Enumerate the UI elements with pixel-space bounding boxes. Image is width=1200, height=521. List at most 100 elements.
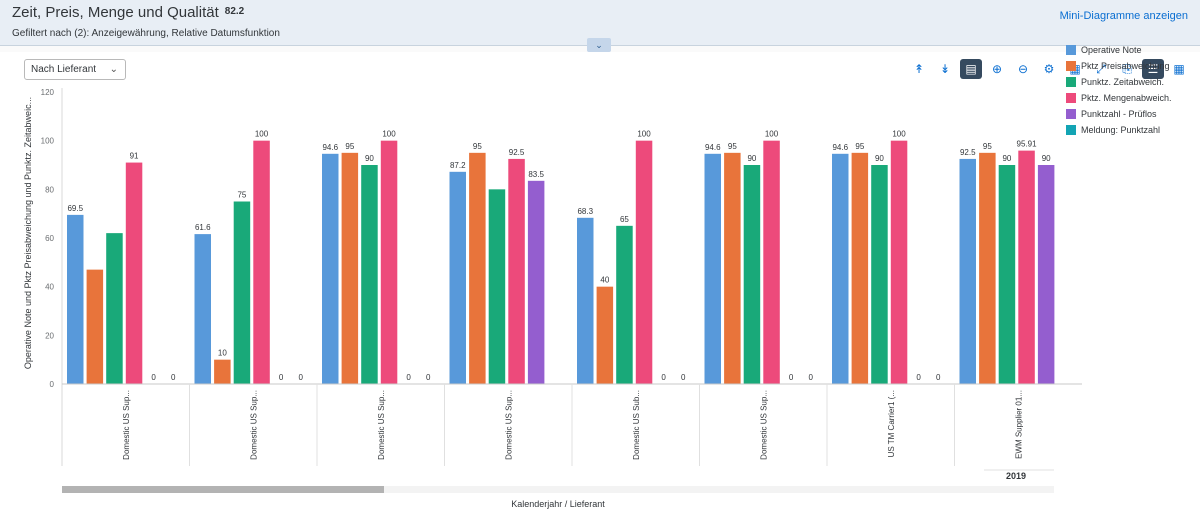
y-tick-label: 0 bbox=[50, 380, 55, 389]
horizontal-scrollbar-track[interactable] bbox=[62, 486, 1054, 493]
legend-swatch bbox=[1066, 77, 1076, 87]
bar[interactable] bbox=[1018, 150, 1035, 384]
table-view-icon[interactable]: ▦ bbox=[1173, 62, 1185, 76]
card-title: Zeit, Preis, Menge und Qualität 82.2 bbox=[12, 4, 244, 21]
data-label: 94.6 bbox=[705, 143, 721, 152]
y-tick-label: 80 bbox=[45, 185, 54, 194]
bar[interactable] bbox=[322, 153, 339, 384]
card-header: Zeit, Preis, Menge und Qualität 82.2 Gefi… bbox=[0, 0, 1200, 52]
chevron-down-icon: ⌄ bbox=[109, 64, 118, 75]
data-label: 95 bbox=[345, 142, 354, 151]
data-label: 90 bbox=[875, 154, 884, 163]
chart-view-icon[interactable]: ☰ bbox=[1142, 59, 1164, 79]
bar[interactable] bbox=[724, 152, 741, 384]
bar[interactable] bbox=[67, 214, 84, 384]
data-label: 100 bbox=[255, 130, 269, 139]
bar[interactable] bbox=[851, 152, 869, 384]
data-label: 95 bbox=[728, 142, 737, 151]
collapse-all-icon[interactable]: ↡ bbox=[939, 62, 951, 76]
view-select-value: Nach Lieferant bbox=[31, 64, 97, 75]
data-label: 0 bbox=[279, 373, 284, 382]
bar[interactable] bbox=[233, 201, 251, 385]
x-tick-label: EWM Supplier 01... bbox=[1014, 390, 1023, 459]
expand-all-icon[interactable]: ↟ bbox=[913, 62, 925, 76]
x-tick-label: US TM Carrier1 (... bbox=[887, 390, 896, 457]
data-label: 0 bbox=[151, 373, 156, 382]
zoom-in-icon[interactable]: ⊕ bbox=[991, 62, 1003, 76]
bar[interactable] bbox=[214, 359, 231, 384]
details-icon[interactable]: ▤ bbox=[960, 59, 982, 79]
zoom-out-icon[interactable]: ⊖ bbox=[1017, 62, 1029, 76]
fullscreen-icon[interactable]: ⤢ bbox=[1096, 61, 1106, 76]
bar[interactable] bbox=[125, 162, 143, 384]
bar[interactable] bbox=[616, 225, 633, 384]
bar[interactable] bbox=[577, 217, 594, 384]
bar[interactable] bbox=[341, 152, 359, 384]
legend-item[interactable]: Pktz Preisabweichung bbox=[1066, 58, 1172, 74]
bar[interactable] bbox=[596, 286, 614, 384]
bar[interactable] bbox=[979, 152, 996, 384]
bar[interactable] bbox=[86, 269, 104, 384]
data-label: 0 bbox=[426, 373, 431, 382]
bar[interactable] bbox=[361, 165, 378, 384]
legend-swatch bbox=[1066, 45, 1076, 55]
y-tick-label: 60 bbox=[45, 234, 54, 243]
export-icon[interactable]: ⎘ bbox=[1122, 61, 1132, 76]
data-label: 68.3 bbox=[577, 207, 593, 216]
bars: 69.5 91 0 0 61.6 10 75 100 0 0 94.6 95 90 100 0 0 87.2 95… bbox=[67, 130, 1055, 385]
chevron-down-icon: ⌄ bbox=[595, 39, 603, 50]
bar[interactable] bbox=[959, 158, 977, 384]
bar[interactable] bbox=[194, 234, 212, 384]
legend-item[interactable]: Pktz. Mengenabweich. bbox=[1066, 90, 1172, 106]
data-label: 61.6 bbox=[195, 223, 211, 232]
bar[interactable] bbox=[635, 140, 653, 384]
legend-label: Pktz. Mengenabweich. bbox=[1081, 93, 1172, 103]
bar[interactable] bbox=[253, 140, 270, 384]
chart-legend: Operative Note Pktz Preisabweichung Punktz… bbox=[1066, 42, 1172, 138]
data-label: 90 bbox=[747, 154, 756, 163]
view-select[interactable]: Nach Lieferant ⌄ bbox=[24, 59, 126, 80]
bar[interactable] bbox=[1037, 165, 1055, 384]
data-label: 40 bbox=[600, 276, 609, 285]
legend-label: Meldung: Punktzahl bbox=[1081, 125, 1161, 135]
bar[interactable] bbox=[763, 140, 780, 384]
data-label: 87.2 bbox=[450, 161, 466, 170]
kpi-value: 82.2 bbox=[224, 6, 245, 17]
y-tick-label: 100 bbox=[41, 137, 55, 146]
data-label: 94.6 bbox=[322, 143, 338, 152]
legend-item[interactable]: Punktz. Zeitabweich. bbox=[1066, 74, 1172, 90]
show-mini-charts-link[interactable]: Mini-Diagramme anzeigen bbox=[1059, 10, 1188, 22]
bar[interactable] bbox=[704, 153, 722, 384]
legend-item[interactable]: Punktzahl - Prüflos bbox=[1066, 106, 1172, 122]
bar[interactable] bbox=[890, 140, 908, 384]
legend-item[interactable]: Operative Note bbox=[1066, 42, 1172, 58]
legend-item[interactable]: Meldung: Punktzahl bbox=[1066, 122, 1172, 138]
bar[interactable] bbox=[998, 165, 1016, 384]
data-label: 10 bbox=[218, 349, 227, 358]
bar[interactable] bbox=[832, 153, 849, 384]
settings-icon[interactable]: ⚙ bbox=[1043, 62, 1055, 76]
data-label: 0 bbox=[171, 373, 176, 382]
legend-label: Punktz. Zeitabweich. bbox=[1081, 77, 1165, 87]
legend-swatch bbox=[1066, 61, 1076, 71]
y-tick-label: 120 bbox=[41, 88, 55, 97]
bar[interactable] bbox=[508, 158, 525, 384]
data-label: 100 bbox=[765, 130, 779, 139]
data-label: 90 bbox=[1042, 154, 1051, 163]
bar[interactable] bbox=[469, 152, 486, 384]
bar[interactable] bbox=[106, 233, 123, 384]
collapse-header-button[interactable]: ⌄ bbox=[587, 38, 611, 52]
bar[interactable] bbox=[527, 180, 545, 384]
horizontal-scrollbar-thumb[interactable] bbox=[62, 486, 384, 493]
bar[interactable] bbox=[871, 165, 888, 384]
bar[interactable] bbox=[488, 189, 506, 384]
bar[interactable] bbox=[743, 165, 761, 384]
data-label: 0 bbox=[916, 373, 921, 382]
data-label: 0 bbox=[406, 373, 411, 382]
x-tick-label: Domestic US Sup... bbox=[122, 390, 131, 460]
data-label: 83.5 bbox=[528, 170, 544, 179]
x-tick-label: Domestic US Sup... bbox=[504, 390, 513, 460]
data-label: 100 bbox=[892, 130, 906, 139]
bar[interactable] bbox=[449, 171, 467, 384]
bar[interactable] bbox=[380, 140, 398, 384]
